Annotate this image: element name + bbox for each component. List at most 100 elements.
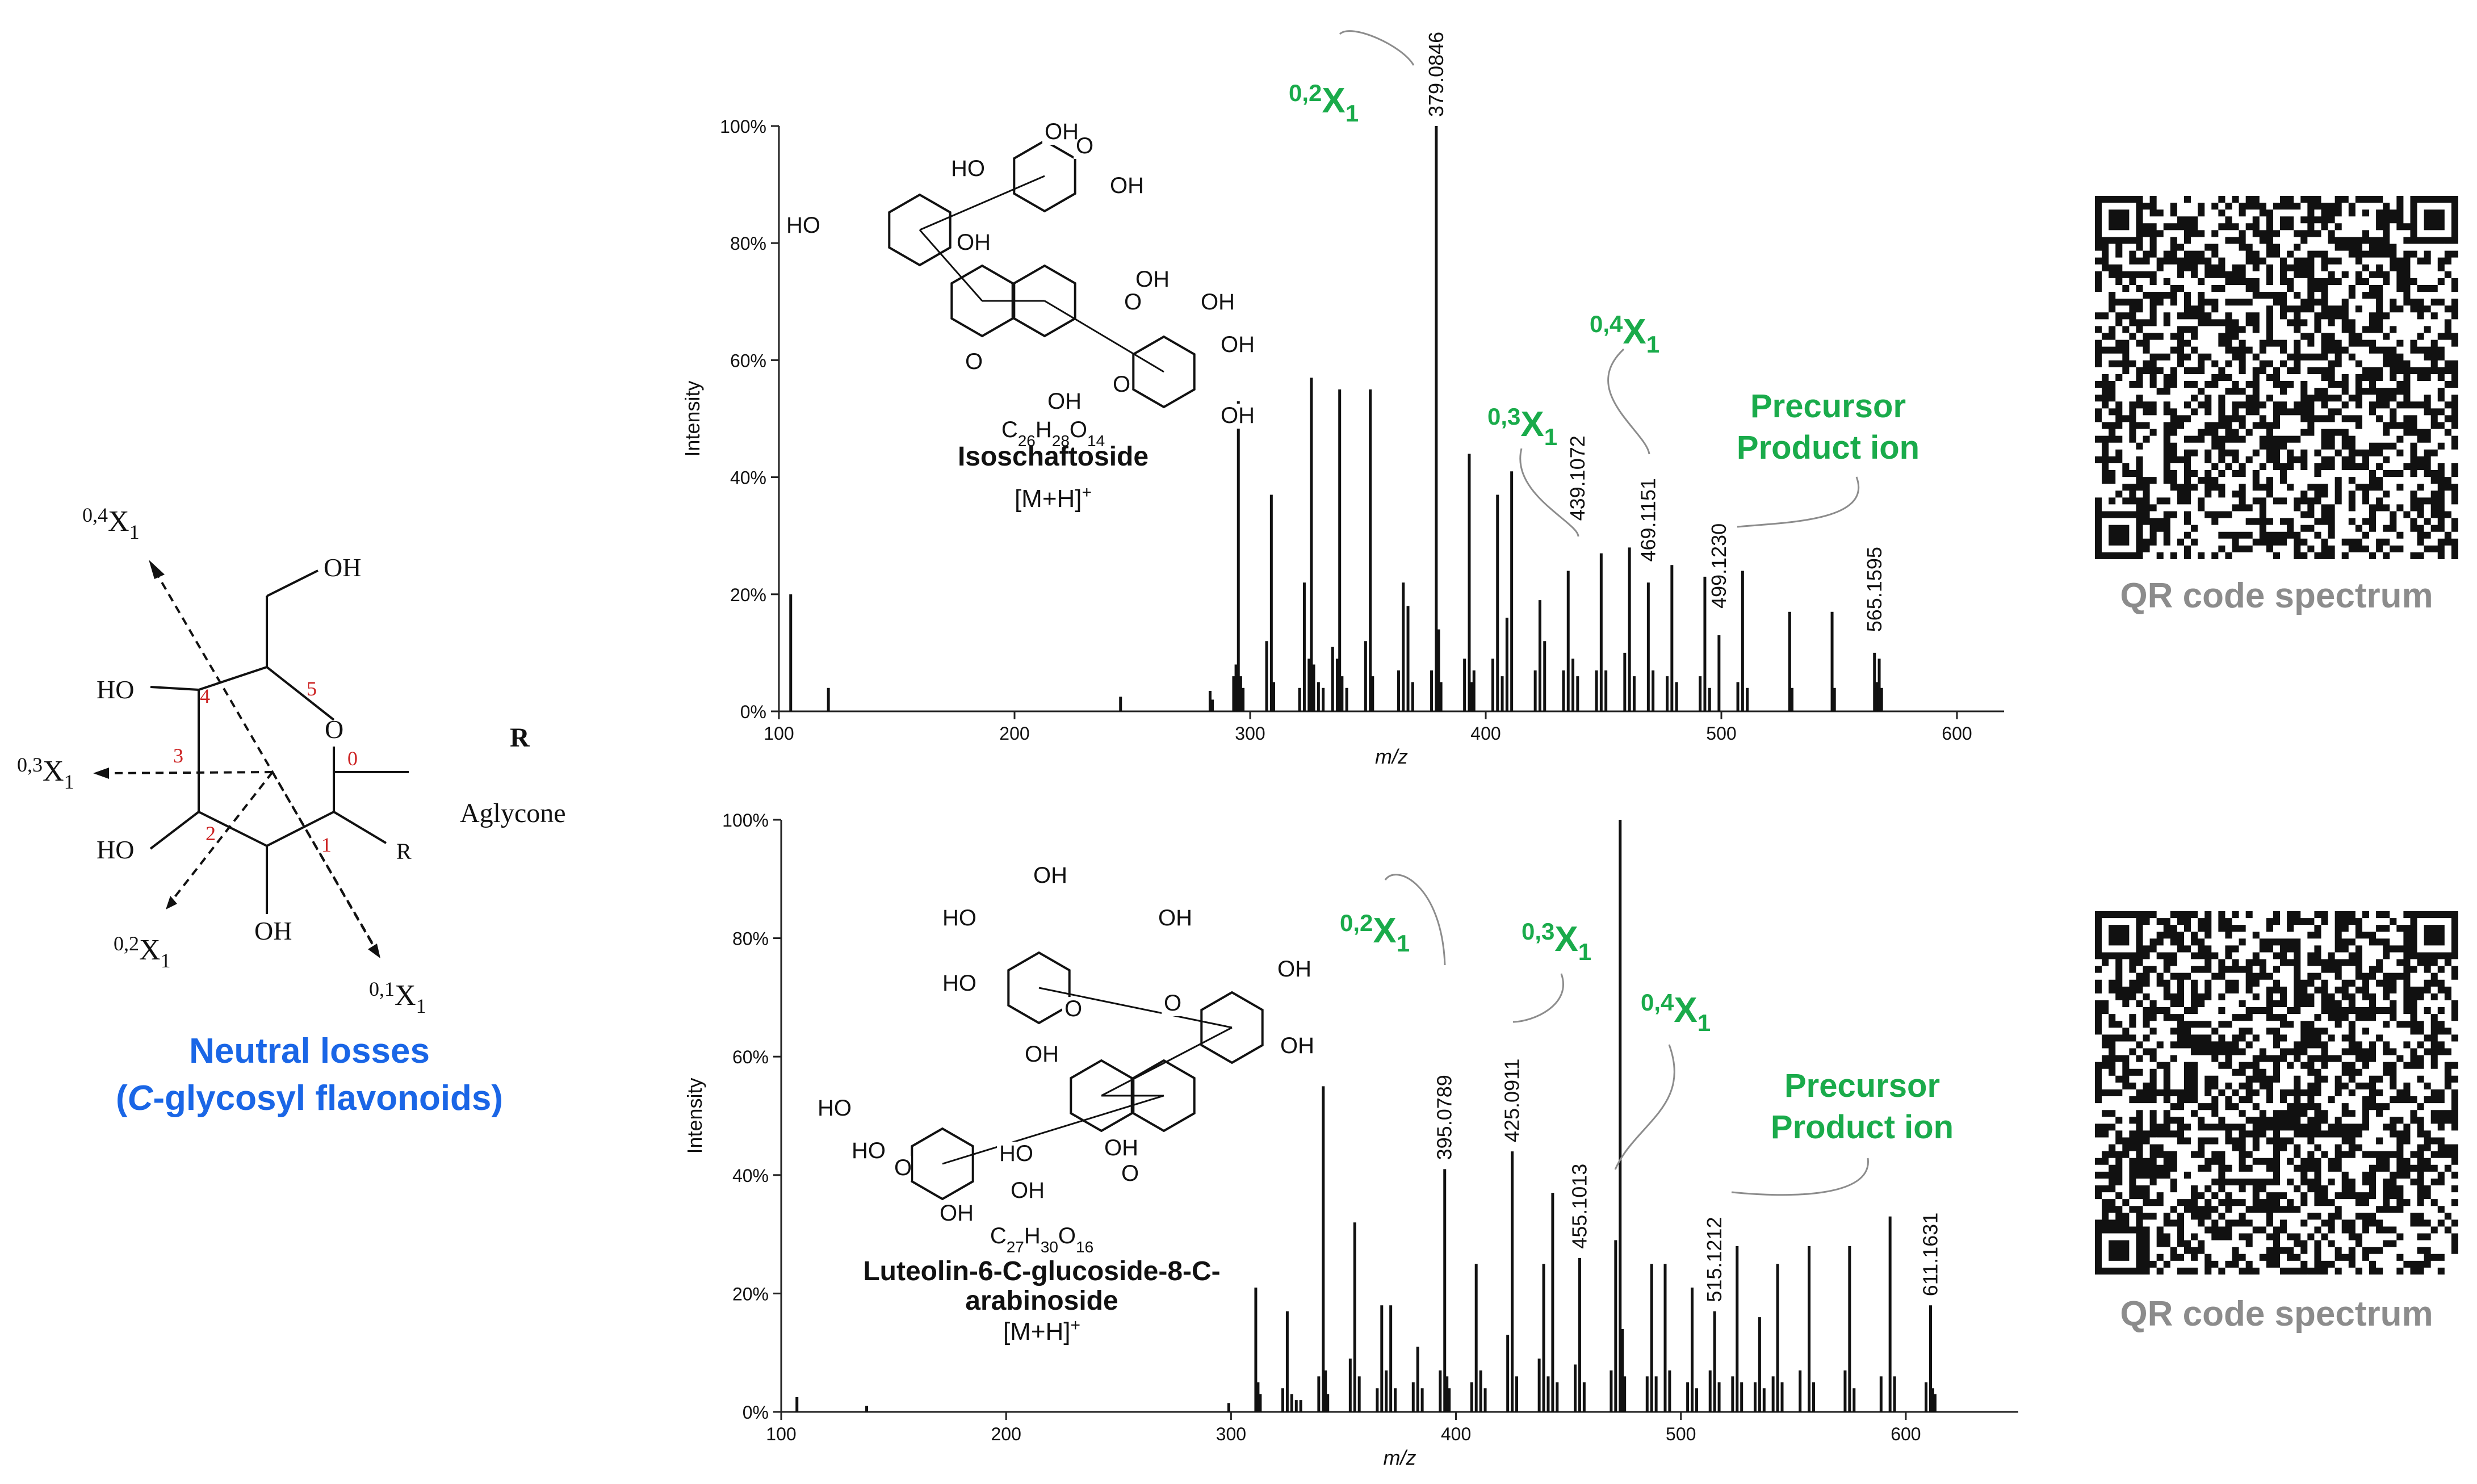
neutral-loss-schematic <box>102 567 409 949</box>
fragment-annotation: 0,3X1 <box>1522 918 1591 965</box>
r-heading: R <box>510 723 530 753</box>
peak-mz-label: 379.0846 <box>1424 32 1448 117</box>
compound-name-line-2: arabinoside <box>965 1286 1118 1316</box>
atom-label: OH <box>1135 267 1170 292</box>
atom-label-bg <box>1062 997 1082 1022</box>
label-03-x1: 0,3X1 <box>17 753 74 793</box>
x-tick-label: 400 <box>1441 1424 1471 1444</box>
caption-line-1: Neutral losses <box>189 1032 430 1071</box>
atom-label: OH <box>1280 1033 1314 1058</box>
spectrum-isoschaftoside: 0% 20% 40% 60% 80% 100% 100 200 300 400 500 600 m/z I… <box>681 30 2004 768</box>
label-01-x1: 0,1X1 <box>369 978 426 1017</box>
y-tick-label: 40% <box>732 1166 769 1186</box>
qr-code-2[interactable] <box>2095 911 2458 1275</box>
annotation-leader <box>1339 30 1415 66</box>
structure-bond <box>942 1095 1164 1165</box>
atom-label-bg <box>1008 1179 1042 1204</box>
atom-label-bg <box>1133 267 1167 292</box>
product-ion-label: Product ion <box>1771 1109 1954 1146</box>
structure-ring <box>888 193 952 267</box>
y-tick-label: 20% <box>732 1284 769 1304</box>
x-tick-label: 500 <box>1666 1424 1696 1444</box>
peak-mz-label: 611.1631 <box>1918 1213 1942 1296</box>
precursor-label: Precursor <box>1750 388 1906 425</box>
fragment-annotation: 0,2X1 <box>1289 79 1359 127</box>
atom-label-bg <box>1102 1136 1136 1161</box>
compound-name-line-1: Luteolin-6-C-glucoside-8-C- <box>863 1256 1220 1286</box>
ho-lower: HO <box>97 835 134 864</box>
r-group: R <box>396 839 412 864</box>
y-tick-label: 100% <box>722 810 769 831</box>
pos-4: 4 <box>200 685 210 707</box>
structure-bond <box>1038 987 1233 1029</box>
atom-label-bg <box>1110 372 1130 397</box>
pos-3: 3 <box>173 744 183 767</box>
schematic-labels: 0,4X1 0,3X1 0,2X1 0,1X1 OH HO HO OH O R … <box>17 504 566 1017</box>
atom-label-bg <box>940 906 974 931</box>
label-02-x1: 0,2X1 <box>114 932 171 972</box>
compound-name: Isoschaftoside <box>958 442 1149 472</box>
annotation-leader <box>1512 973 1564 1023</box>
x-tick-label: 200 <box>991 1424 1021 1444</box>
atom-label-bg <box>940 971 974 996</box>
pos-2: 2 <box>206 822 216 845</box>
pos-0: 0 <box>347 747 358 770</box>
arrowhead-02 <box>166 896 177 909</box>
atom-label: OH <box>1221 403 1255 428</box>
atom-label: O <box>1124 290 1142 315</box>
ring-oxygen: O <box>325 715 343 744</box>
atom-label-bg <box>815 1096 849 1121</box>
annotation-leader <box>1737 476 1859 528</box>
y-tick-label: 60% <box>730 350 766 371</box>
structure-bond <box>1101 1026 1233 1097</box>
molecular-structure <box>911 951 1264 1201</box>
atom-label: HO <box>818 1096 852 1121</box>
atom-label: O <box>1113 372 1130 397</box>
atom-label-bg <box>1074 134 1093 159</box>
atom-label-bg <box>1031 863 1065 888</box>
atom-label-bg <box>784 213 818 238</box>
y-tick-label: 100% <box>720 116 766 137</box>
qr-modules <box>2095 911 2458 1275</box>
atom-label: OH <box>940 1201 974 1226</box>
aglycone-label: Aglycone <box>460 798 566 828</box>
schematic-caption: Neutral losses (C-glycosyl flavonoids) <box>116 1032 503 1118</box>
atom-label: OH <box>1110 173 1144 198</box>
arrowhead-01 <box>368 944 380 958</box>
fragment-annotation: 0,2X1 <box>1340 909 1410 957</box>
atom-label-bg <box>963 350 982 375</box>
sugar-ring-bonds <box>149 569 409 914</box>
atom-label: OH <box>957 230 991 255</box>
structure-ring <box>1013 264 1076 338</box>
atom-label-bg <box>937 1201 971 1226</box>
atom-label-bg <box>954 230 988 255</box>
structure-ring <box>1200 991 1264 1064</box>
cleavage-arrowheads <box>93 560 380 958</box>
atom-label-bg <box>1042 120 1076 145</box>
x-tick-label: 300 <box>1235 723 1265 744</box>
y-tick-label: 20% <box>730 585 766 605</box>
x-axis-label: m/z <box>1375 745 1408 768</box>
peak-mz-label: 425.0911 <box>1501 1059 1524 1142</box>
structure-bond <box>919 175 1045 231</box>
caption-line-2: (C-glycosyl flavonoids) <box>116 1079 503 1118</box>
x-tick-label: 500 <box>1706 723 1736 744</box>
atom-label-bg <box>849 1139 883 1164</box>
atom-label: O <box>1076 133 1093 158</box>
atom-label-bg <box>1122 290 1141 315</box>
annotation-leader <box>1731 1158 1869 1196</box>
atom-label: OH <box>1221 332 1255 357</box>
atom-label-bg <box>1045 389 1079 414</box>
molecular-formula: C26H28O14 <box>1001 417 1105 450</box>
qr-code-1[interactable] <box>2095 196 2458 559</box>
atom-label-bg <box>1156 906 1190 931</box>
atom-label: O <box>1164 991 1181 1016</box>
atom-label-bg <box>892 1156 911 1181</box>
peak-mz-label: 439.1072 <box>1566 435 1589 521</box>
atom-label: OH <box>1277 957 1311 982</box>
atom-label: OH <box>1158 906 1192 930</box>
atom-label: OH <box>1104 1135 1138 1160</box>
qr-caption-2: QR code spectrum <box>2120 1294 2433 1334</box>
atom-label: HO <box>852 1138 886 1163</box>
